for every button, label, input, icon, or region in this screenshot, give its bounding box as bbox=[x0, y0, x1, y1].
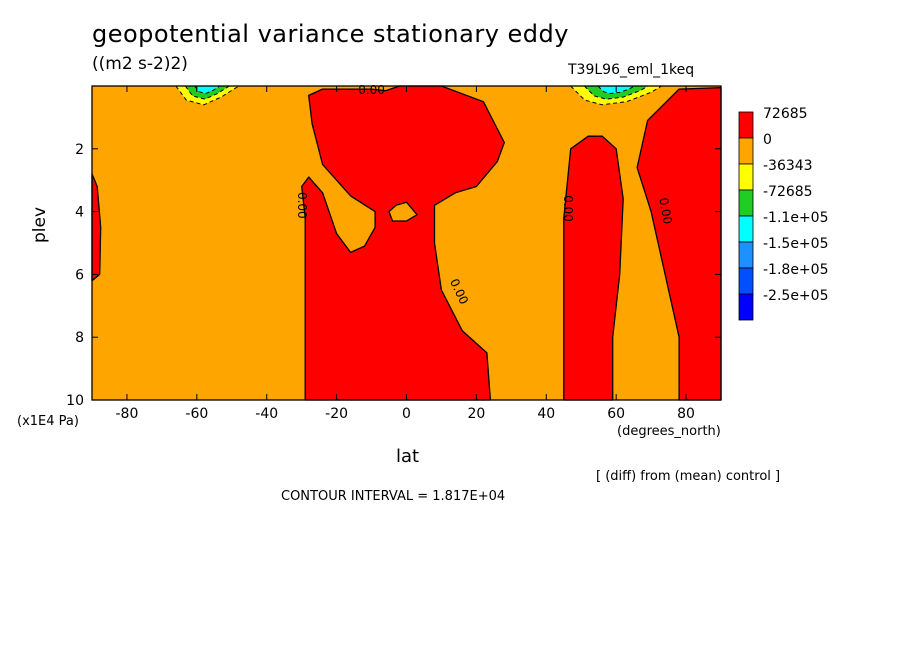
x-tick-label: -20 bbox=[325, 406, 348, 422]
x-tick-label: 80 bbox=[677, 406, 695, 422]
x-units-label: (degrees_north) bbox=[617, 424, 721, 439]
legend-label: 0 bbox=[763, 132, 772, 148]
y-tick-label: 6 bbox=[75, 267, 84, 283]
cell-southern-upper-cell-cyan bbox=[193, 85, 222, 95]
legend-swatch bbox=[738, 163, 754, 191]
x-tick-label: -60 bbox=[185, 406, 208, 422]
legend-swatch bbox=[738, 241, 754, 269]
region-equatorial-hole bbox=[388, 201, 418, 222]
x-tick-label: 0 bbox=[402, 406, 411, 422]
chart-title: geopotential variance stationary eddy bbox=[92, 20, 569, 48]
y-tick-label: 4 bbox=[75, 205, 84, 221]
y-tick-label: 10 bbox=[66, 393, 84, 409]
x-tick-label: 20 bbox=[467, 406, 485, 422]
diff-note: [ (diff) from (mean) control ] bbox=[596, 469, 781, 484]
legend-label: -1.8e+05 bbox=[763, 262, 828, 278]
y-units-label: (x1E4 Pa) bbox=[17, 414, 79, 429]
legend-label: -36343 bbox=[763, 158, 813, 174]
legend-swatch bbox=[738, 111, 754, 139]
legend-swatch bbox=[738, 189, 754, 217]
region-southern-subtropics-column bbox=[301, 85, 505, 401]
legend-swatch bbox=[738, 267, 754, 295]
contour-label: 0.00 bbox=[358, 83, 385, 97]
legend-swatch bbox=[738, 215, 754, 243]
legend-label: -72685 bbox=[763, 184, 813, 200]
contour-label: 0.00 bbox=[656, 197, 674, 226]
x-tick-label: 60 bbox=[607, 406, 625, 422]
x-axis-label: lat bbox=[396, 446, 420, 467]
y-tick-label: 8 bbox=[75, 330, 84, 346]
region-northern-midlatitude-column bbox=[563, 135, 624, 401]
contour-label: 0.00 bbox=[561, 195, 575, 222]
y-tick-label: 2 bbox=[75, 142, 84, 158]
legend-label: 72685 bbox=[763, 106, 808, 122]
x-tick-label: 40 bbox=[537, 406, 555, 422]
contour-label: 0.00 bbox=[295, 192, 309, 219]
x-tick-label: -40 bbox=[255, 406, 278, 422]
units-label: ((m2 s-2)2) bbox=[92, 54, 188, 74]
x-tick-label: -80 bbox=[116, 406, 139, 422]
run-label: T39L96_eml_1keq bbox=[568, 62, 695, 78]
y-axis-label: plev bbox=[30, 206, 50, 243]
legend-label: -1.5e+05 bbox=[763, 236, 828, 252]
contour-interval-label: CONTOUR INTERVAL = 1.817E+04 bbox=[281, 489, 506, 504]
legend-swatch bbox=[738, 293, 754, 321]
legend-label: -1.1e+05 bbox=[763, 210, 828, 226]
legend-swatch bbox=[738, 137, 754, 165]
legend-label: -2.5e+05 bbox=[763, 288, 828, 304]
